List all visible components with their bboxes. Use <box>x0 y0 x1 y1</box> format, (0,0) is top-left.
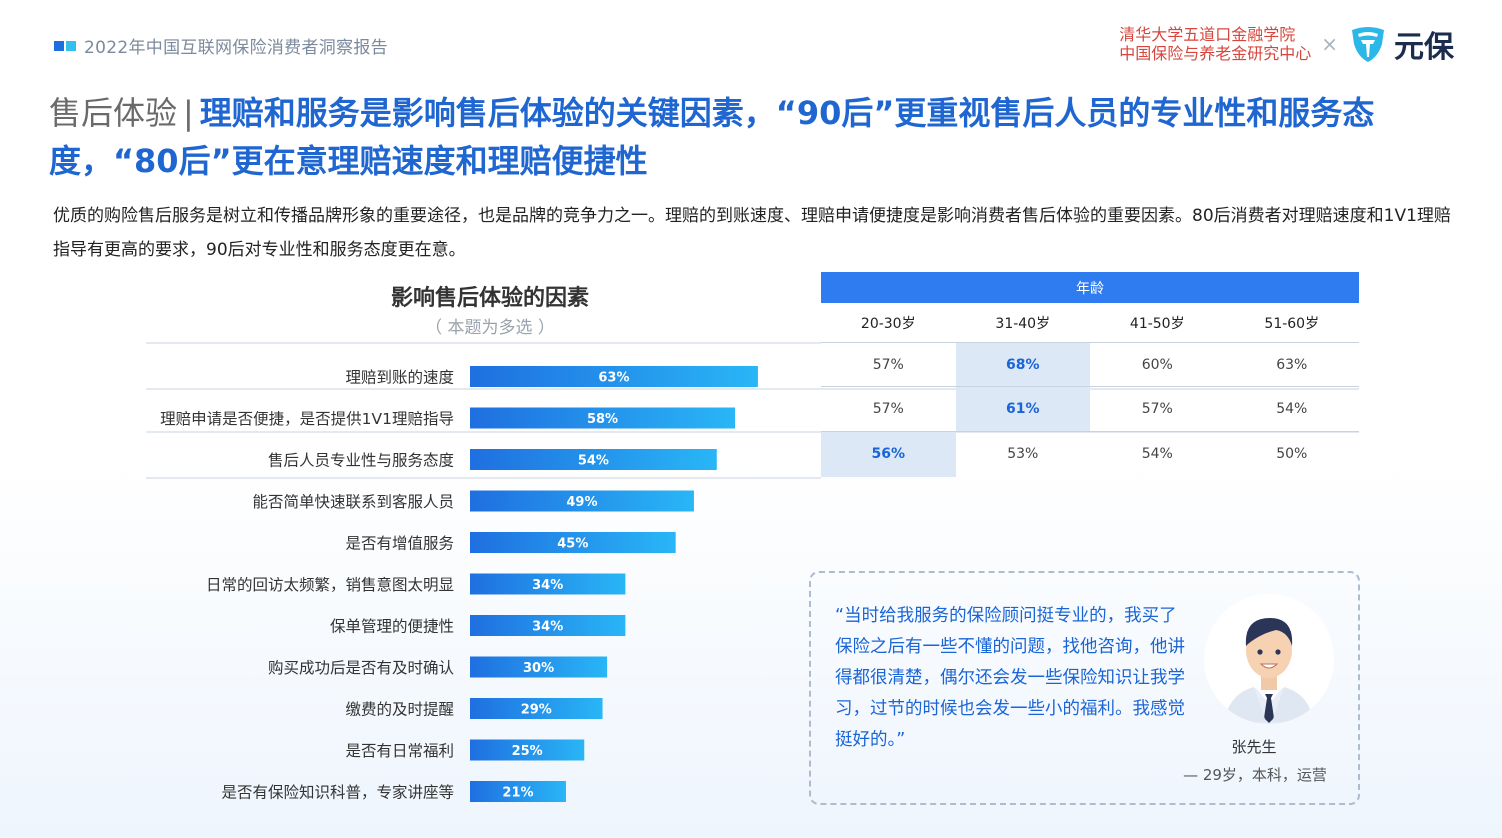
brand-area: 清华大学五道口金融学院 中国保险与养老金研究中心 × 元保 <box>1119 22 1454 66</box>
man-avatar-icon <box>1204 594 1334 724</box>
bar <box>470 366 758 387</box>
headline-separator: | <box>183 94 194 132</box>
section-label: 售后体验 <box>49 94 178 132</box>
person-info: — 29岁，本科，运营 <box>1183 766 1327 784</box>
category-label: 缴费的及时提醒 <box>345 701 454 719</box>
table-row: 57% 68% 60% 63% <box>821 342 1359 387</box>
age-column: 41-50岁 <box>1129 316 1185 332</box>
bar-value-label: 63% <box>598 371 629 386</box>
category-label: 是否有保险知识科普，专家讲座等 <box>221 784 454 802</box>
table-cell: 68% <box>955 343 1090 386</box>
bar <box>470 449 717 470</box>
table-cell: 57% <box>872 401 904 417</box>
table-cell: 53% <box>1007 446 1039 462</box>
table-cell: 57% <box>1141 401 1173 417</box>
bar <box>470 656 608 678</box>
age-column: 20-30岁 <box>860 316 916 332</box>
description-text: 优质的购险售后服务是树立和传播品牌形象的重要途径，也是品牌的竞争力之一。理赔的到… <box>53 206 1451 260</box>
category-label: 保单管理的便捷性 <box>330 618 454 636</box>
quote-text: “当时给我服务的保险顾问挺专业的，我买了保险之后有一些不懂的问题，找他咨询，他讲… <box>835 606 1185 750</box>
table-row: 57% 61% 57% 54% <box>821 387 1359 432</box>
institution-name: 清华大学五道口金融学院 中国保险与养老金研究中心 <box>1119 25 1311 63</box>
category-label: 是否有增值服务 <box>345 535 454 553</box>
bar <box>470 781 566 802</box>
headline-text: 理赔和服务是影响售后体验的关键因素，“90后”更重视售后人员的专业性和服务态度，… <box>49 94 1375 180</box>
category-label: 理赔申请是否便捷，是否提供1V1理赔指导 <box>160 410 454 428</box>
category-label: 售后人员专业性与服务态度 <box>268 452 454 470</box>
chart-subtitle: （ 本题为多选 ） <box>425 318 555 338</box>
bar-value-label: 29% <box>521 703 552 718</box>
category-label: 能否简单快速联系到客服人员 <box>252 493 454 511</box>
bar-value-label: 54% <box>578 454 609 469</box>
bar <box>470 407 736 429</box>
bar-value-label: 21% <box>502 786 533 801</box>
bar <box>470 490 694 512</box>
bar <box>470 698 603 719</box>
age-column-headers: 20-30岁 31-40岁 41-50岁 51-60岁 <box>821 307 1359 341</box>
bar-value-label: 58% <box>587 412 618 427</box>
table-cell: 60% <box>1141 357 1173 373</box>
age-table-header: 年龄 <box>821 272 1359 303</box>
age-column: 31-40岁 <box>995 316 1051 332</box>
category-label: 是否有日常福利 <box>345 742 454 760</box>
category-label: 购买成功后是否有及时确认 <box>268 659 454 677</box>
bar <box>470 532 676 553</box>
age-table: 57% 68% 60% 63% 57% 61% 57% 54% 56% 53% … <box>821 342 1359 477</box>
bar <box>470 615 626 636</box>
person-name: 张先生 <box>1231 738 1277 756</box>
page-headline: 售后体验 | 理赔和服务是影响售后体验的关键因素，“90后”更重视售后人员的专业性和… <box>49 89 1469 185</box>
category-label: 日常的回访太频繁，销售意图太明显 <box>206 575 454 594</box>
table-cell: 54% <box>1276 401 1308 417</box>
bar <box>470 739 585 761</box>
report-title: 2022年中国互联网保险消费者洞察报告 <box>84 38 388 58</box>
institution-line2: 中国保险与养老金研究中心 <box>1119 44 1312 63</box>
table-cell: 56% <box>821 432 956 477</box>
table-cell: 63% <box>1276 357 1308 373</box>
brand-name: 元保 <box>1394 30 1454 65</box>
bar-value-label: 34% <box>532 620 563 635</box>
square-icon <box>66 40 76 51</box>
table-row: 56% 53% 54% 50% <box>821 432 1359 477</box>
bar-value-label: 25% <box>512 744 543 759</box>
report-header: 2022年中国互联网保险消费者洞察报告 <box>54 33 388 58</box>
table-cell: 50% <box>1276 446 1308 462</box>
table-cell: 57% <box>872 357 904 373</box>
quote-box <box>809 571 1360 805</box>
table-cell: 54% <box>1141 446 1173 462</box>
bar-value-label: 45% <box>557 537 588 552</box>
bar-value-label: 49% <box>566 495 597 510</box>
times-icon: × <box>1321 32 1338 56</box>
shield-logo-icon <box>1352 27 1384 62</box>
institution-line1: 清华大学五道口金融学院 <box>1119 25 1296 44</box>
bar-value-label: 34% <box>532 578 563 593</box>
table-cell: 61% <box>955 387 1090 431</box>
square-icon <box>54 40 64 51</box>
age-column: 51-60岁 <box>1264 316 1320 332</box>
bar-value-label: 30% <box>523 661 554 676</box>
bar <box>470 573 626 595</box>
chart-title: 影响售后体验的因素 <box>390 286 589 311</box>
category-label: 理赔到账的速度 <box>345 369 454 387</box>
